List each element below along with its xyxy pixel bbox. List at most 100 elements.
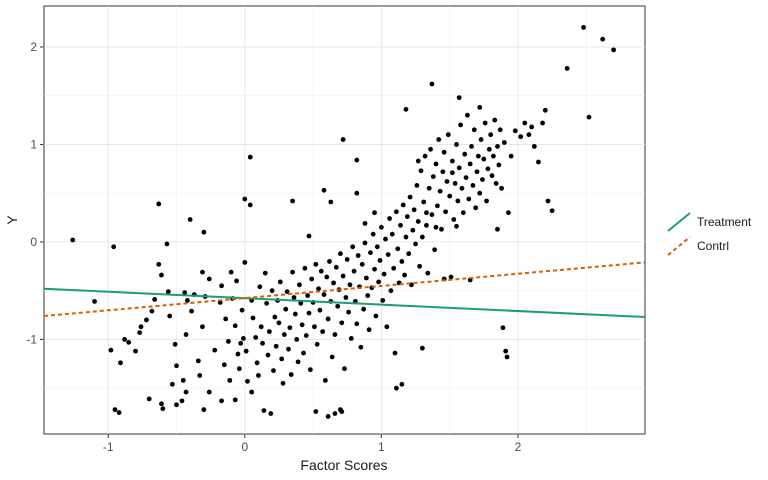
data-point xyxy=(426,185,432,191)
data-point xyxy=(212,347,218,353)
data-point xyxy=(497,127,503,133)
data-point xyxy=(295,359,301,365)
data-point xyxy=(495,143,500,149)
data-point xyxy=(490,153,496,159)
data-point xyxy=(500,325,506,331)
data-point xyxy=(410,227,416,233)
data-point xyxy=(478,137,484,142)
data-point xyxy=(221,362,227,368)
data-point xyxy=(338,251,343,257)
data-point xyxy=(383,236,388,242)
data-point xyxy=(346,309,351,315)
data-point xyxy=(264,300,270,306)
data-point xyxy=(372,266,377,272)
data-point xyxy=(266,329,272,335)
data-point xyxy=(331,280,336,286)
data-point xyxy=(144,317,149,323)
data-point xyxy=(384,324,390,330)
x-axis: -1 0 1 2 xyxy=(103,434,522,454)
data-point xyxy=(320,329,326,335)
data-point xyxy=(138,324,144,330)
data-point xyxy=(200,324,205,330)
data-point xyxy=(381,271,387,277)
data-point xyxy=(456,95,462,101)
data-point xyxy=(480,177,485,182)
data-point xyxy=(283,306,289,312)
grid xyxy=(44,6,645,434)
data-point xyxy=(343,295,349,300)
data-point xyxy=(335,303,341,309)
data-point xyxy=(348,336,354,341)
y-tick-label: 0 xyxy=(30,235,37,249)
data-point xyxy=(540,120,545,126)
data-point xyxy=(332,411,338,416)
data-point xyxy=(306,310,312,316)
data-point xyxy=(358,344,364,350)
data-point xyxy=(314,341,320,347)
y-axis: -1 0 1 2 xyxy=(26,40,44,346)
data-point xyxy=(400,202,406,208)
data-point xyxy=(475,153,481,159)
data-point xyxy=(261,408,267,414)
data-point xyxy=(378,224,384,230)
data-point xyxy=(225,338,231,344)
data-point xyxy=(258,324,264,330)
data-point xyxy=(108,347,114,353)
data-point xyxy=(333,264,339,270)
data-point xyxy=(256,373,261,378)
data-point xyxy=(600,36,606,42)
data-point xyxy=(269,288,275,294)
data-point xyxy=(444,179,450,184)
data-point xyxy=(433,161,439,167)
data-point xyxy=(536,159,541,165)
data-point xyxy=(292,311,298,317)
data-point xyxy=(249,389,255,395)
data-point xyxy=(424,222,429,228)
data-point xyxy=(399,259,405,264)
data-point xyxy=(436,137,442,142)
data-point xyxy=(454,223,459,229)
data-point xyxy=(418,168,424,174)
data-point xyxy=(388,288,394,294)
data-point xyxy=(206,389,212,395)
data-point xyxy=(486,146,492,152)
data-point xyxy=(366,327,372,333)
data-point xyxy=(362,240,368,246)
data-point xyxy=(309,276,315,282)
data-point xyxy=(529,124,535,130)
data-point xyxy=(116,410,122,415)
data-point xyxy=(351,268,357,274)
data-point xyxy=(395,246,401,252)
data-point xyxy=(206,276,212,282)
data-point xyxy=(425,270,431,276)
data-point xyxy=(443,209,448,215)
data-point xyxy=(195,358,201,364)
data-point xyxy=(545,198,551,204)
data-point xyxy=(111,244,117,250)
data-point xyxy=(276,320,282,326)
data-point xyxy=(329,354,335,360)
data-point xyxy=(394,209,399,215)
data-point xyxy=(477,190,483,196)
data-point xyxy=(265,352,271,358)
x-tick-label: 0 xyxy=(241,440,248,454)
data-point xyxy=(485,166,491,172)
data-point xyxy=(499,185,504,191)
data-point xyxy=(481,156,487,162)
data-point xyxy=(160,406,166,412)
data-point xyxy=(169,381,175,387)
data-point xyxy=(316,286,321,292)
data-point xyxy=(156,201,162,207)
data-point xyxy=(581,25,586,30)
data-point xyxy=(159,272,164,278)
data-point xyxy=(228,269,234,275)
data-point xyxy=(187,217,193,222)
data-point xyxy=(368,250,373,256)
data-point xyxy=(290,198,295,204)
data-point xyxy=(391,265,397,271)
data-point xyxy=(363,275,369,281)
data-point xyxy=(307,367,313,373)
data-point xyxy=(501,140,507,145)
data-point xyxy=(219,398,224,404)
data-point xyxy=(496,162,502,168)
